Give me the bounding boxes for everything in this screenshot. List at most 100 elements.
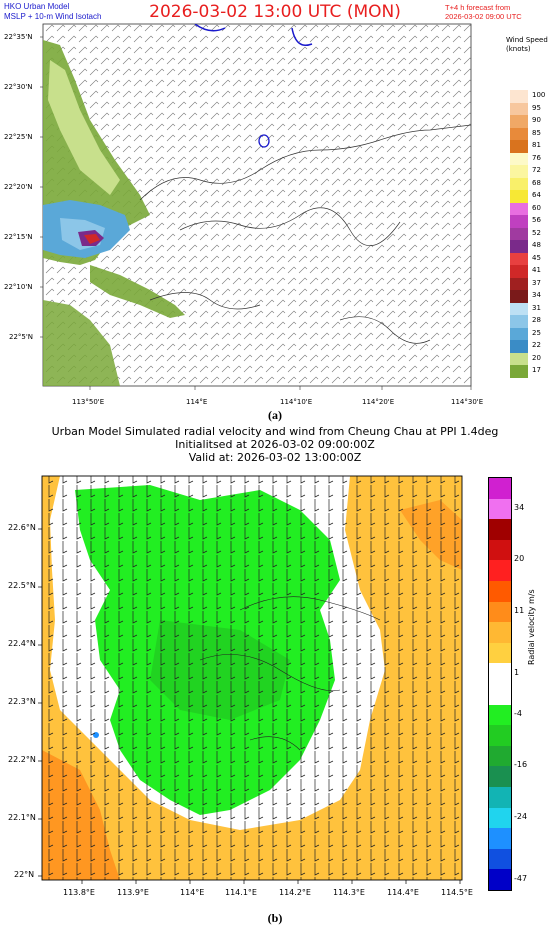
colorbar-band <box>489 601 511 623</box>
forecast-hour: T+4 h forecast from <box>445 3 511 12</box>
colorbar-band <box>489 704 511 726</box>
panel-a-y-axis <box>40 36 43 338</box>
colorbar-band <box>489 560 511 581</box>
colorbar-tick-label: 34 <box>514 502 525 512</box>
colorbar-swatch <box>510 215 528 228</box>
x-tick-label: 114°E <box>186 398 208 406</box>
wind-isotach-41kt <box>84 234 100 244</box>
colorbar-swatch <box>510 127 528 140</box>
colorbar-level-label: 56 <box>532 216 541 224</box>
y-tick-label: 22.4°N <box>8 639 36 648</box>
colorbar-band <box>489 498 511 520</box>
colorbar-swatch <box>510 202 528 215</box>
y-tick-label: 22°30'N <box>4 83 33 91</box>
colorbar-band <box>489 642 511 664</box>
panel-b-caption: (b) <box>267 911 283 925</box>
y-tick-label: 22°20'N <box>4 183 33 191</box>
colorbar-swatch <box>510 365 528 378</box>
y-tick-label: 22°25'N <box>4 133 33 141</box>
coastline-north <box>139 124 471 201</box>
colorbar-band <box>489 519 511 540</box>
colorbar-tick-label: -16 <box>514 760 528 770</box>
wind-isotach-sw <box>43 300 120 386</box>
colorbar-band <box>489 581 511 602</box>
x-tick-label: 114°E <box>180 888 205 897</box>
colorbar-band <box>489 807 511 829</box>
panel-b-map <box>38 475 463 884</box>
panel-a-x-axis <box>89 386 472 390</box>
colorbar-level-label: 64 <box>532 191 541 199</box>
forecast-base-time: 2026-03-02 09:00 UTC <box>445 12 522 21</box>
colorbar-swatch <box>510 177 528 190</box>
colorbar-band <box>489 828 511 849</box>
colorbar-level-label: 34 <box>532 291 541 299</box>
colorbar-level-label: 81 <box>532 141 541 149</box>
panel-a-colorbar-title: Wind Speed (knots) <box>506 36 548 53</box>
x-tick-label: 113°50'E <box>72 398 105 406</box>
colorbar-level-label: 68 <box>532 178 541 187</box>
panel-b-title: Urban Model Simulated radial velocity an… <box>51 425 499 438</box>
wind-isotach-20kt <box>48 60 120 195</box>
colorbar-level-label: 100 <box>532 91 546 99</box>
colorbar-level-label: 37 <box>532 278 541 287</box>
y-tick-label: 22.6°N <box>8 523 36 532</box>
panel-b-frame <box>41 475 463 881</box>
y-tick-label: 22.3°N <box>8 697 36 706</box>
colorbar-level-label: 31 <box>532 303 541 312</box>
wind-barb-field <box>42 476 462 880</box>
panel-b-colorbar <box>488 477 512 891</box>
colorbar-swatch <box>510 352 528 365</box>
colorbar-swatch <box>510 115 528 128</box>
colorbar-swatch <box>510 102 528 115</box>
colorbar-band <box>489 725 511 746</box>
colorbar-swatch <box>510 315 528 328</box>
colorbar-swatch <box>510 265 528 278</box>
mslp-contour <box>291 27 313 46</box>
coastline-island <box>149 292 261 310</box>
y-tick-label: 22°35'N <box>4 33 33 41</box>
x-tick-label: 114°20'E <box>362 398 395 406</box>
panel-a-forecast-label: T+4 h forecast from 2026-03-02 09:00 UTC <box>445 3 522 21</box>
colorbar-swatch <box>510 140 528 153</box>
panel-a-model-label: HKO Urban Model MSLP + 10-m Wind Isotach <box>4 2 101 22</box>
panel-a-caption: (a) <box>268 408 282 422</box>
colorbar-tick-label: 20 <box>514 554 525 564</box>
colorbar-band <box>489 787 511 808</box>
colorbar-band <box>489 745 511 767</box>
y-tick-label: 22.5°N <box>8 581 36 590</box>
x-tick-label: 114.2°E <box>279 888 311 897</box>
colorbar-tick-label: -47 <box>514 873 528 883</box>
panel-b-colorbar-title: Radial velocity m/s <box>527 589 536 665</box>
colorbar-swatch <box>510 90 528 103</box>
colorbar-swatch <box>510 277 528 290</box>
model-name: HKO Urban Model <box>4 2 70 11</box>
x-tick-label: 114°30'E <box>451 398 484 406</box>
mslp-contour <box>194 24 226 32</box>
y-tick-label: 22.1°N <box>8 813 36 822</box>
colorbar-band <box>489 539 511 561</box>
colorbar-swatch <box>510 165 528 178</box>
panel-a-map <box>40 23 472 390</box>
y-tick-label: 22°10'N <box>4 283 33 291</box>
colorbar-band <box>489 766 511 787</box>
colorbar-tick-label: -24 <box>514 811 528 821</box>
x-tick-label: 114.3°E <box>333 888 365 897</box>
colorbar-swatch <box>510 227 528 240</box>
colorbar-level-label: 72 <box>532 166 541 174</box>
panel-b-valid-time: Valid at: 2026-03-02 13:00:00Z <box>188 451 362 464</box>
colorbar-level-label: 76 <box>532 153 541 162</box>
x-tick-label: 114°10'E <box>280 398 313 406</box>
colorbar-band <box>489 684 511 705</box>
y-tick-label: 22°N <box>14 870 35 879</box>
colorbar-level-label: 45 <box>532 253 541 262</box>
colorbar-swatch <box>510 327 528 340</box>
colorbar-swatch <box>510 252 528 265</box>
colorbar-swatch <box>510 290 528 303</box>
colorbar-level-label: 17 <box>532 366 541 374</box>
x-tick-label: 113.8°E <box>63 888 95 897</box>
colorbar-swatch <box>510 190 528 203</box>
colorbar-band <box>489 848 511 870</box>
colorbar-level-label: 95 <box>532 103 541 112</box>
colorbar-level-label: 85 <box>532 128 541 137</box>
colorbar-level-label: 25 <box>532 328 541 337</box>
